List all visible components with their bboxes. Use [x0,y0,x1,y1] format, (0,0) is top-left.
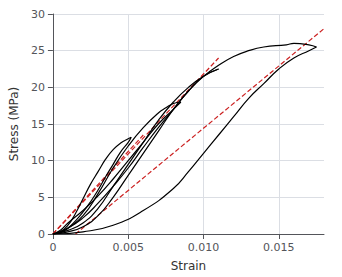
svg-text:25: 25 [31,44,45,57]
svg-text:20: 20 [31,81,45,94]
svg-text:0.005: 0.005 [112,241,144,254]
svg-text:15: 15 [31,118,45,131]
svg-text:Strain: Strain [171,259,207,273]
svg-text:0.010: 0.010 [188,241,220,254]
svg-text:10: 10 [31,154,45,167]
svg-text:Stress (MPa): Stress (MPa) [7,87,21,161]
svg-text:0: 0 [38,228,45,241]
svg-text:0: 0 [49,241,56,254]
svg-text:0.015: 0.015 [263,241,295,254]
svg-text:5: 5 [38,191,45,204]
svg-text:30: 30 [31,8,45,21]
